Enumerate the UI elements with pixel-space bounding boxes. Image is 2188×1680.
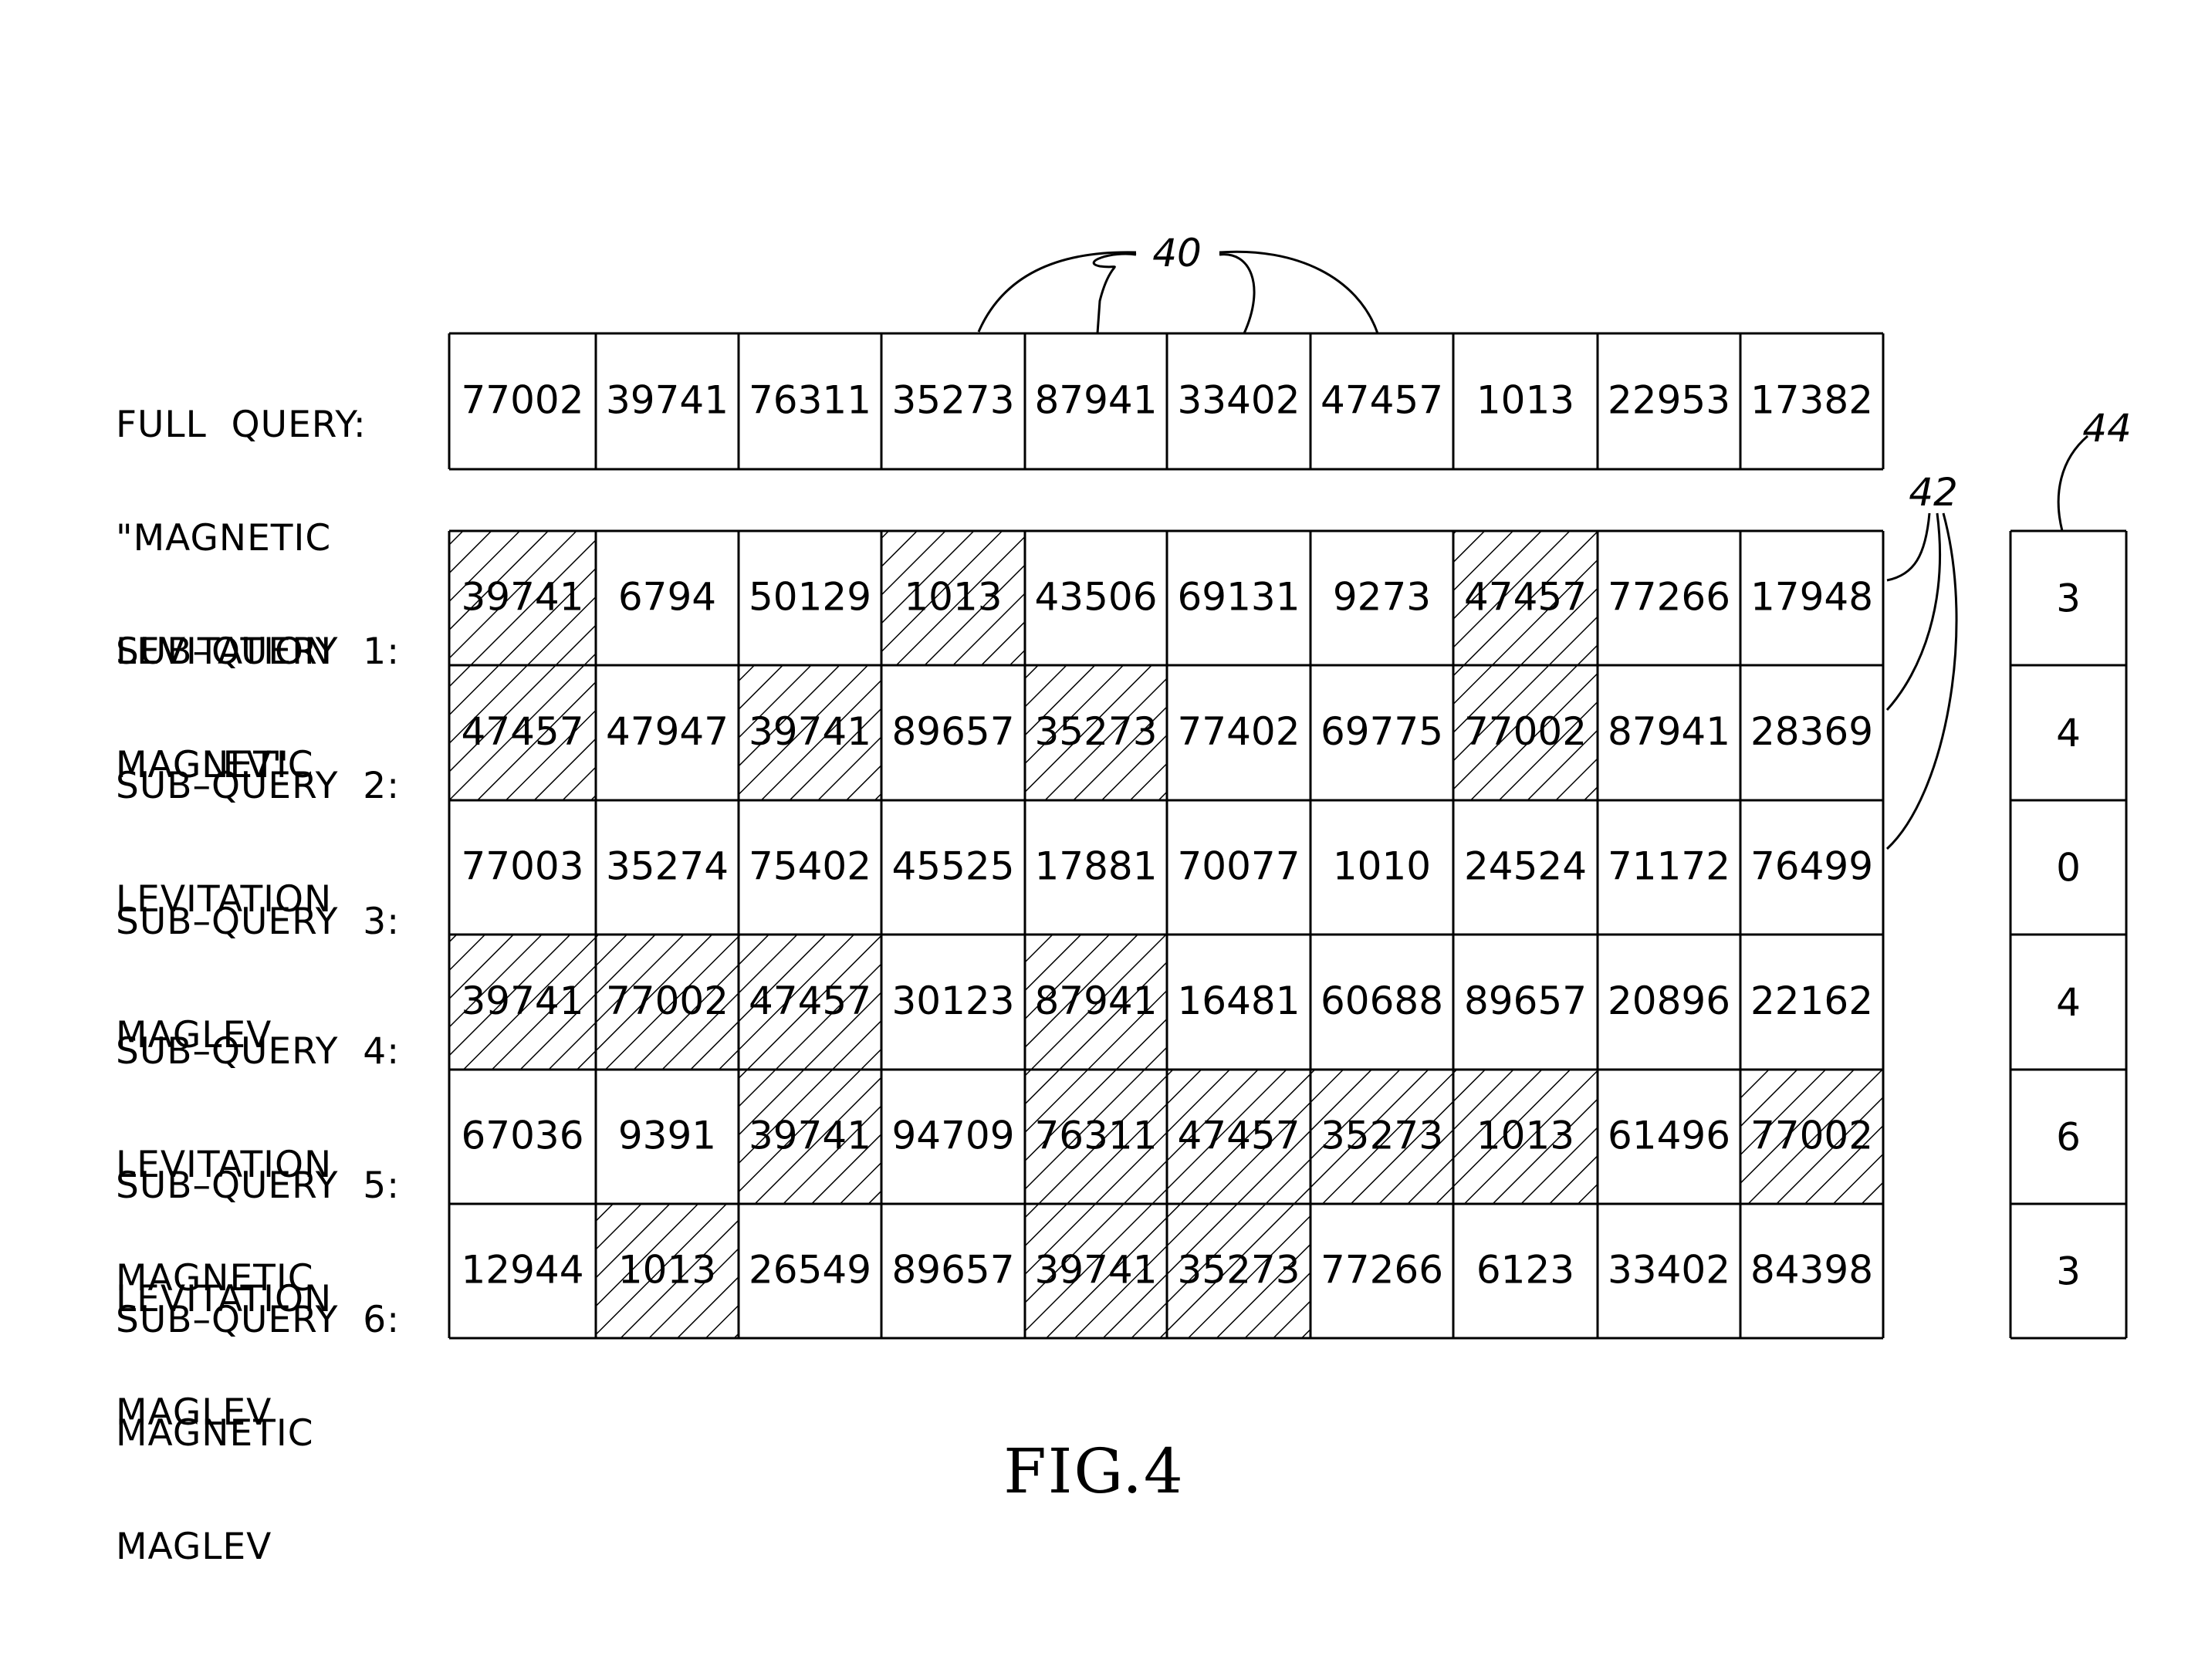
sub-query-hash-cell: 61496 <box>1608 1114 1730 1158</box>
sub-query-hash-cell: 47457 <box>1464 575 1587 620</box>
leader-line-42 <box>1887 513 1956 849</box>
sub-query-hash-cell: 77002 <box>606 979 729 1023</box>
sub-query-hash-cell: 60688 <box>1321 979 1443 1023</box>
sub-query-hash-cell: 16481 <box>1177 979 1300 1023</box>
sub-query-hash-cell: 39741 <box>749 1114 871 1158</box>
cell-values-layer: 77002 39741 76311 35273 87941 33402 47457 1013 2… <box>461 378 2080 1294</box>
label-line: MAGLEV <box>116 1528 400 1566</box>
sub-query-hash-cell: 77002 <box>1464 709 1587 754</box>
sub-query-hash-cell: 77402 <box>1177 709 1300 754</box>
sub-query-hash-cell: 84398 <box>1750 1248 1873 1293</box>
sub-query-hash-cell: 35273 <box>1034 709 1157 754</box>
full-query-hash-cell: 77002 <box>461 378 583 423</box>
match-score-cell: 0 <box>2056 846 2081 891</box>
full-query-hash-cell: 33402 <box>1177 378 1300 423</box>
sub-query-hash-cell: 69131 <box>1177 575 1300 620</box>
sub-query-hash-cell: 76499 <box>1750 844 1873 889</box>
sub-query-hash-cell: 47457 <box>749 979 871 1023</box>
sub-query-hash-cell: 9273 <box>1333 575 1431 620</box>
leader-line-40 <box>1219 255 1254 333</box>
sub-query-hash-cell: 71172 <box>1608 844 1730 889</box>
sub-query-hash-cell: 30123 <box>891 979 1014 1023</box>
label-line: SUB–QUERY 5: <box>116 1167 400 1205</box>
match-score-cell: 3 <box>2056 1249 2081 1294</box>
sub-query-hash-cell: 43506 <box>1034 575 1157 620</box>
sub-query-hash-cell: 77002 <box>1750 1114 1873 1158</box>
sub-query-hash-cell: 89657 <box>891 709 1014 754</box>
label-line: SUB–QUERY 1: <box>116 633 400 671</box>
sub-query-hash-cell: 39741 <box>1034 1248 1157 1293</box>
sub-query-hash-cell: 77266 <box>1608 575 1730 620</box>
full-query-hash-cell: 39741 <box>606 378 729 423</box>
sub-query-hash-cell: 26549 <box>749 1248 871 1293</box>
sub-query-hash-cell: 77266 <box>1321 1248 1443 1293</box>
sub-query-hash-cell: 12944 <box>461 1248 583 1293</box>
full-query-hash-cell: 17382 <box>1750 378 1873 423</box>
sub-query-hash-cell: 39741 <box>749 709 871 754</box>
match-score-cell: 3 <box>2056 576 2081 621</box>
sub-query-hash-cell: 20896 <box>1608 979 1730 1023</box>
leader-line-40 <box>1094 254 1136 333</box>
sub-query-hash-cell: 67036 <box>461 1114 583 1158</box>
sub-query-hash-cell: 1013 <box>904 575 1002 620</box>
leader-line-42 <box>1887 513 1940 710</box>
sub-query-hash-cell: 9391 <box>618 1114 716 1158</box>
match-score-cell: 4 <box>2056 980 2081 1025</box>
match-score-cell: 4 <box>2056 711 2081 755</box>
sub-query-hash-cell: 89657 <box>1464 979 1587 1023</box>
sub-query-hash-cell: 24524 <box>1464 844 1587 889</box>
label-line: SUB–QUERY 3: <box>116 903 400 941</box>
full-query-hash-cell: 22953 <box>1608 378 1730 423</box>
sub-query-hash-cell: 33402 <box>1608 1248 1730 1293</box>
sub-query-hash-cell: 75402 <box>749 844 871 889</box>
sub-query-hash-cell: 39741 <box>461 979 583 1023</box>
sub-query-hash-cell: 1010 <box>1333 844 1431 889</box>
ref-numeral-44: 44 <box>2082 406 2132 451</box>
match-score-cell: 6 <box>2056 1115 2081 1160</box>
sub-query-hash-cell: 47457 <box>1177 1114 1300 1158</box>
label-line: FULL QUERY: <box>116 406 367 444</box>
sub-query-hash-cell: 69775 <box>1321 709 1443 754</box>
sub-query-hash-cell: 94709 <box>891 1114 1014 1158</box>
ref-numeral-40: 40 <box>1152 231 1202 275</box>
figure-caption: FIG.4 <box>0 1435 2188 1507</box>
sub-query-hash-cell: 22162 <box>1750 979 1873 1023</box>
sub-query-hash-cell: 70077 <box>1177 844 1300 889</box>
label-line: SUB–QUERY 6: <box>116 1301 400 1339</box>
sub-query-hash-cell: 35274 <box>606 844 729 889</box>
leader-line-42 <box>1887 513 1929 580</box>
sub-query-hash-cell: 17881 <box>1034 844 1157 889</box>
sub-query-hash-cell: 35273 <box>1177 1248 1300 1293</box>
sub-query-hash-cell: 87941 <box>1608 709 1730 754</box>
sub-query-hash-cell: 6794 <box>618 575 716 620</box>
ref-numeral-42: 42 <box>1909 470 1958 515</box>
sub-query-6-label: SUB–QUERY 6: MAGNETIC MAGLEV <box>116 1225 400 1604</box>
sub-query-hash-cell: 50129 <box>749 575 871 620</box>
full-query-hash-cell: 87941 <box>1034 378 1157 423</box>
label-line: "MAGNETIC <box>116 519 367 557</box>
sub-query-hash-cell: 45525 <box>891 844 1014 889</box>
sub-query-hash-cell: 39741 <box>461 575 583 620</box>
sub-query-hash-cell: 17948 <box>1750 575 1873 620</box>
leader-line-40 <box>1219 252 1378 333</box>
full-query-hash-cell: 1013 <box>1476 378 1574 423</box>
sub-query-hash-cell: 47457 <box>461 709 583 754</box>
sub-query-hash-cell: 35273 <box>1321 1114 1443 1158</box>
sub-query-hash-cell: 28369 <box>1750 709 1873 754</box>
full-query-hash-cell: 47457 <box>1321 378 1443 423</box>
sub-query-hash-cell: 89657 <box>891 1248 1014 1293</box>
sub-query-hash-cell: 76311 <box>1034 1114 1157 1158</box>
sub-query-hash-cell: 87941 <box>1034 979 1157 1023</box>
sub-query-hash-cell: 77003 <box>461 844 583 889</box>
full-query-hash-cell: 76311 <box>749 378 871 423</box>
sub-query-hash-cell: 6123 <box>1476 1248 1574 1293</box>
sub-query-hash-cell: 1013 <box>618 1248 716 1293</box>
label-line: SUB–QUERY 2: <box>116 767 400 805</box>
leader-line-40 <box>979 252 1136 332</box>
label-line: SUB–QUERY 4: <box>116 1033 400 1070</box>
sub-query-hash-cell: 47947 <box>606 709 729 754</box>
full-query-hash-cell: 35273 <box>891 378 1014 423</box>
sub-query-hash-cell: 1013 <box>1476 1114 1574 1158</box>
